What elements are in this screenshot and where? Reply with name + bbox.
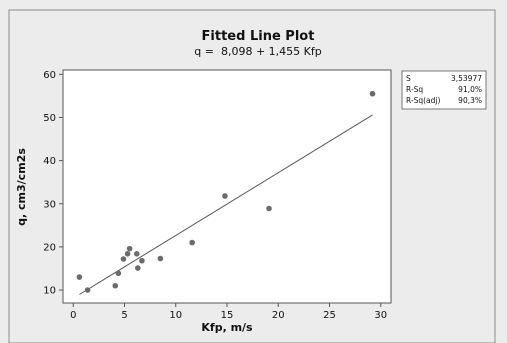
stat-label: R-Sq [406, 85, 423, 94]
x-tick-label: 15 [221, 310, 234, 321]
data-point [120, 256, 127, 262]
x-tick-label: 30 [374, 310, 387, 321]
data-point [126, 245, 133, 252]
data-point [115, 270, 122, 277]
data-point [134, 251, 140, 257]
stat-label: R-Sq(adj) [406, 96, 441, 105]
stat-value: 3,53977 [451, 74, 482, 83]
fit-line-group [79, 114, 373, 295]
data-point [139, 257, 145, 264]
data-point [84, 287, 91, 293]
x-tick-label: 0 [70, 310, 76, 321]
stat-value: 91,0% [458, 85, 482, 94]
y-tick-label: 10 [43, 286, 56, 297]
y-tick-label: 20 [43, 242, 56, 253]
plot-area [62, 69, 392, 304]
stat-value: 90,3% [458, 96, 482, 105]
y-tick-label: 50 [43, 113, 56, 124]
data-point [266, 205, 272, 212]
y-axis-label: q, cm3/cm2s [15, 148, 28, 226]
data-point [189, 239, 195, 246]
fit-line [79, 114, 373, 295]
data-point [112, 282, 119, 289]
chart-title: Fitted Line Plot [202, 29, 315, 44]
stat-label: S [406, 74, 411, 83]
x-tick-label: 20 [272, 310, 285, 321]
axis-ticks: 0 5 10 15 20 25 30 10 20 30 40 50 60 [43, 70, 387, 321]
x-tick-label: 10 [169, 310, 182, 321]
data-point [135, 265, 141, 271]
data-points [76, 90, 376, 293]
data-point [369, 90, 376, 97]
x-axis-label: Kfp, m/s [201, 321, 253, 334]
stats-rows: S 3,53977 R-Sq 91,0% R-Sq(adj) 90,3% [406, 74, 482, 105]
x-tick-label: 25 [323, 310, 336, 321]
data-point [157, 255, 164, 262]
y-tick-label: 40 [43, 156, 56, 167]
y-tick-label: 30 [43, 199, 56, 210]
data-point [222, 193, 228, 199]
y-tick-label: 60 [43, 70, 56, 81]
chart-subtitle: q = 8,098 + 1,455 Kfp [194, 45, 321, 58]
x-tick-label: 5 [121, 310, 127, 321]
data-point [76, 274, 83, 280]
stats-box [401, 70, 487, 110]
data-point [124, 251, 131, 257]
